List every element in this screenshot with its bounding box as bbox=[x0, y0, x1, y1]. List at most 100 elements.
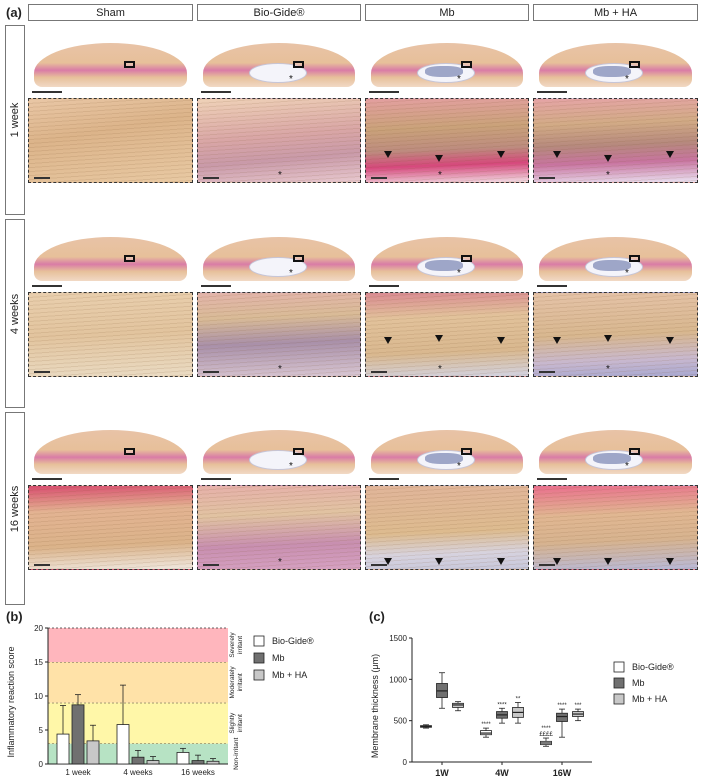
scale-bar bbox=[32, 478, 62, 480]
scale-bar bbox=[203, 177, 219, 179]
overview-image: * bbox=[365, 39, 529, 95]
fiber-texture bbox=[366, 99, 528, 182]
asterisk-marker: * bbox=[625, 268, 629, 279]
fiber-texture bbox=[534, 293, 697, 376]
zoom-region-marker bbox=[629, 61, 640, 68]
overview-image: * bbox=[197, 233, 361, 289]
legend-label: Mb + HA bbox=[272, 670, 307, 680]
asterisk-marker: * bbox=[289, 74, 293, 85]
bar bbox=[176, 752, 190, 765]
arrowhead-marker bbox=[552, 337, 561, 344]
scale-bar bbox=[203, 564, 219, 566]
arrowhead-marker bbox=[435, 155, 444, 162]
scale-bar bbox=[537, 285, 567, 287]
significance-annotation: **** bbox=[541, 726, 551, 732]
overview-image bbox=[28, 426, 193, 482]
legend-label: Bio-Gide® bbox=[272, 636, 314, 646]
column-header-sham: Sham bbox=[28, 4, 193, 21]
zoom-image: * bbox=[533, 485, 698, 570]
scale-bar bbox=[369, 478, 399, 480]
zoom-image: * bbox=[197, 292, 361, 377]
implant-cavity bbox=[249, 257, 307, 277]
scale-bar bbox=[34, 371, 50, 373]
asterisk-marker: * bbox=[457, 268, 461, 279]
zoom-region-marker bbox=[461, 61, 472, 68]
overview-image: * bbox=[533, 233, 698, 289]
irritancy-band bbox=[48, 662, 228, 703]
row-header-4-weeks: 4 weeks bbox=[5, 219, 25, 408]
legend-label: Mb + HA bbox=[632, 694, 667, 704]
zoom-image: * bbox=[365, 98, 529, 183]
asterisk-marker: * bbox=[625, 461, 629, 472]
graft-material bbox=[425, 453, 463, 464]
zoom-image: * bbox=[365, 292, 529, 377]
asterisk-marker: * bbox=[625, 74, 629, 85]
zoom-image bbox=[28, 292, 193, 377]
zoom-image bbox=[28, 485, 193, 570]
scale-bar bbox=[201, 285, 231, 287]
scale-bar bbox=[539, 564, 555, 566]
scale-bar bbox=[34, 564, 50, 566]
graft-material bbox=[593, 260, 631, 271]
band-label: Slightlyirritant bbox=[229, 712, 244, 734]
fiber-texture bbox=[366, 293, 528, 376]
asterisk-marker: * bbox=[438, 364, 442, 375]
legend-label: Mb bbox=[632, 678, 645, 688]
arrowhead-marker bbox=[384, 151, 393, 158]
overview-image: * bbox=[197, 426, 361, 482]
asterisk-marker: * bbox=[606, 557, 610, 568]
fiber-texture bbox=[366, 486, 528, 569]
zoom-region-marker bbox=[461, 255, 472, 262]
bar bbox=[86, 740, 100, 765]
fiber-texture bbox=[534, 486, 697, 569]
arrowhead-marker bbox=[665, 558, 674, 565]
asterisk-marker: * bbox=[606, 364, 610, 375]
y-tick-label: 0 bbox=[39, 760, 44, 769]
asterisk-marker: * bbox=[606, 170, 610, 181]
zoom-region-marker bbox=[124, 255, 135, 262]
asterisk-marker: * bbox=[278, 364, 282, 375]
y-tick-label: 15 bbox=[34, 658, 43, 667]
row-header-16-weeks: 16 weeks bbox=[5, 412, 25, 605]
zoom-region-marker bbox=[293, 255, 304, 262]
legend-label: Bio-Gide® bbox=[632, 662, 674, 672]
implant-cavity bbox=[249, 450, 307, 470]
scale-bar bbox=[539, 371, 555, 373]
y-tick-label: 1500 bbox=[389, 634, 407, 643]
zoom-image: * bbox=[365, 485, 529, 570]
scale-bar bbox=[371, 371, 387, 373]
x-tick-label: 1 week bbox=[65, 768, 91, 777]
legend-swatch bbox=[613, 693, 625, 705]
overview-image bbox=[28, 233, 193, 289]
zoom-image bbox=[28, 98, 193, 183]
y-tick-label: 5 bbox=[39, 726, 44, 735]
membrane-thickness-chart: Membrane thickness (μm) 0 500 1000 1500 1W 4W… bbox=[370, 634, 674, 778]
legend-swatch bbox=[613, 661, 625, 673]
arrowhead-marker bbox=[603, 558, 612, 565]
legend-swatch bbox=[253, 652, 265, 664]
column-header-mb: Mb bbox=[365, 4, 529, 21]
significance-annotation: **** bbox=[557, 703, 567, 709]
tissue-section bbox=[34, 43, 187, 87]
tissue-section bbox=[34, 237, 187, 281]
arrowhead-marker bbox=[384, 337, 393, 344]
y-tick-label: 500 bbox=[394, 717, 408, 726]
bar bbox=[206, 760, 220, 765]
scale-bar bbox=[369, 285, 399, 287]
scale-bar bbox=[369, 91, 399, 93]
column-header-bio-gide: Bio-Gide® bbox=[197, 4, 361, 21]
fiber-texture bbox=[29, 293, 192, 376]
overview-image: * bbox=[197, 39, 361, 95]
bar bbox=[191, 760, 205, 765]
fiber-texture bbox=[198, 99, 360, 182]
overview-image: * bbox=[533, 426, 698, 482]
band-label: Severelyirritant bbox=[229, 632, 244, 658]
bar bbox=[116, 724, 130, 765]
asterisk-marker: * bbox=[438, 557, 442, 568]
arrowhead-marker bbox=[384, 558, 393, 565]
overview-image: * bbox=[533, 39, 698, 95]
y-axis-label: Inflammatory reaction score bbox=[6, 646, 16, 757]
panel-c-letter: (c) bbox=[369, 609, 385, 624]
implant-cavity bbox=[249, 63, 307, 83]
fiber-texture bbox=[29, 486, 192, 569]
